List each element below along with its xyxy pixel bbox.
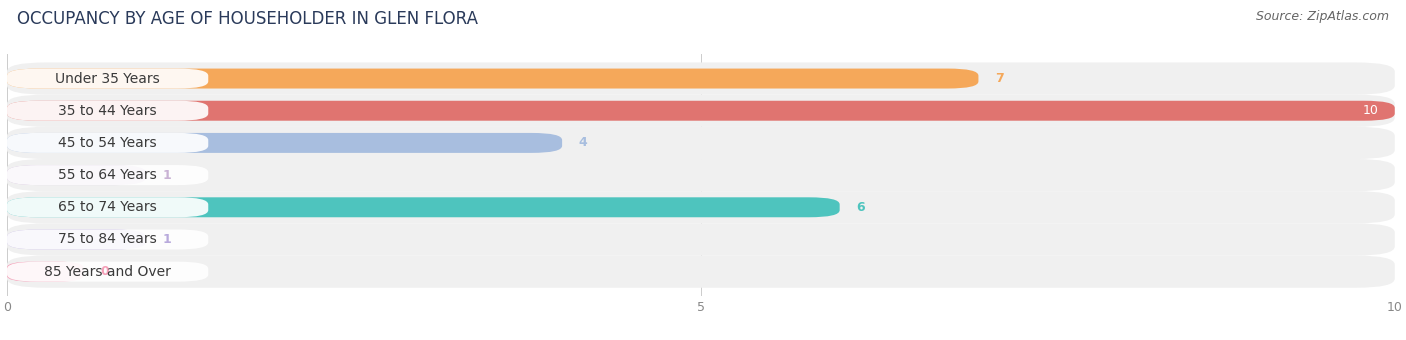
FancyBboxPatch shape (7, 256, 1395, 288)
Text: 85 Years and Over: 85 Years and Over (44, 265, 172, 279)
FancyBboxPatch shape (7, 133, 208, 153)
Text: 45 to 54 Years: 45 to 54 Years (58, 136, 157, 150)
Text: OCCUPANCY BY AGE OF HOUSEHOLDER IN GLEN FLORA: OCCUPANCY BY AGE OF HOUSEHOLDER IN GLEN … (17, 10, 478, 28)
Text: 75 to 84 Years: 75 to 84 Years (58, 233, 157, 246)
Text: 6: 6 (856, 201, 865, 214)
Text: 4: 4 (579, 136, 588, 149)
FancyBboxPatch shape (7, 69, 979, 88)
FancyBboxPatch shape (7, 127, 1395, 159)
Text: 55 to 64 Years: 55 to 64 Years (58, 168, 157, 182)
FancyBboxPatch shape (7, 101, 1395, 121)
FancyBboxPatch shape (7, 101, 208, 121)
Text: 10: 10 (1362, 104, 1378, 117)
Text: 1: 1 (163, 169, 172, 182)
FancyBboxPatch shape (7, 63, 1395, 95)
FancyBboxPatch shape (7, 223, 1395, 256)
FancyBboxPatch shape (7, 197, 839, 217)
FancyBboxPatch shape (7, 262, 208, 282)
Text: 35 to 44 Years: 35 to 44 Years (58, 104, 157, 118)
FancyBboxPatch shape (7, 197, 208, 217)
FancyBboxPatch shape (7, 191, 1395, 223)
Text: 0: 0 (100, 265, 108, 278)
Text: Source: ZipAtlas.com: Source: ZipAtlas.com (1256, 10, 1389, 23)
FancyBboxPatch shape (7, 95, 1395, 127)
Text: 65 to 74 Years: 65 to 74 Years (58, 200, 157, 214)
FancyBboxPatch shape (7, 165, 208, 185)
FancyBboxPatch shape (7, 230, 208, 250)
FancyBboxPatch shape (7, 230, 146, 250)
Text: Under 35 Years: Under 35 Years (55, 71, 160, 86)
Text: 7: 7 (995, 72, 1004, 85)
FancyBboxPatch shape (7, 262, 83, 282)
FancyBboxPatch shape (7, 165, 146, 185)
Text: 1: 1 (163, 233, 172, 246)
FancyBboxPatch shape (7, 159, 1395, 191)
FancyBboxPatch shape (7, 69, 208, 88)
FancyBboxPatch shape (7, 133, 562, 153)
